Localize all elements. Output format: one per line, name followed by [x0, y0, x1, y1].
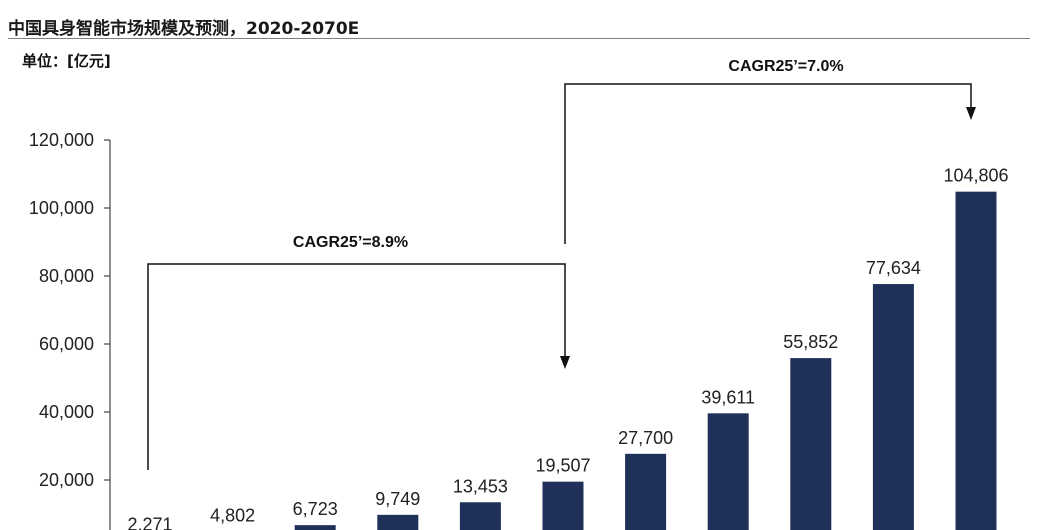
- bar: [459, 502, 501, 530]
- bar-value-label: 77,634: [866, 258, 921, 278]
- cagr-label: CAGR25’=8.9%: [293, 234, 408, 251]
- bar-value-label: 13,453: [453, 476, 508, 496]
- bar-value-label: 55,852: [783, 332, 838, 352]
- bar: [625, 453, 667, 530]
- bar-value-label: 39,611: [701, 387, 755, 407]
- y-tick-label: 120,000: [29, 130, 94, 150]
- bar: [790, 358, 832, 530]
- title-divider: [8, 38, 1030, 39]
- cagr-arrowhead: [966, 107, 976, 120]
- bar: [294, 525, 336, 530]
- y-tick-label: 40,000: [39, 402, 94, 422]
- bar-value-label: 104,806: [943, 166, 1008, 186]
- bar: [707, 413, 749, 530]
- cagr-arrowhead: [560, 356, 570, 369]
- bar-value-label: 9,749: [375, 489, 420, 509]
- y-tick-label: 20,000: [39, 470, 94, 490]
- y-tick-label: 100,000: [29, 198, 94, 218]
- bar: [542, 481, 584, 530]
- y-tick-label: 60,000: [39, 334, 94, 354]
- bar-value-label: 27,700: [618, 428, 673, 448]
- chart-title: 中国具身智能市场规模及预测，2020-2070E: [8, 19, 360, 39]
- bar: [377, 514, 419, 530]
- cagr-bracket-line: [147, 263, 566, 470]
- bar: [872, 284, 914, 530]
- cagr-label: CAGR25’=7.0%: [728, 58, 843, 75]
- bar-value-label: 19,507: [535, 456, 590, 476]
- bar-value-label: 6,723: [293, 499, 338, 519]
- y-tick-label: 80,000: [39, 266, 94, 286]
- bar: [955, 191, 997, 530]
- unit-label: 单位：[亿元]: [22, 52, 111, 70]
- bar-value-label: 4,802: [210, 506, 255, 526]
- bar-value-label: 2,271: [127, 514, 172, 530]
- cagr-bracket-line: [564, 83, 972, 244]
